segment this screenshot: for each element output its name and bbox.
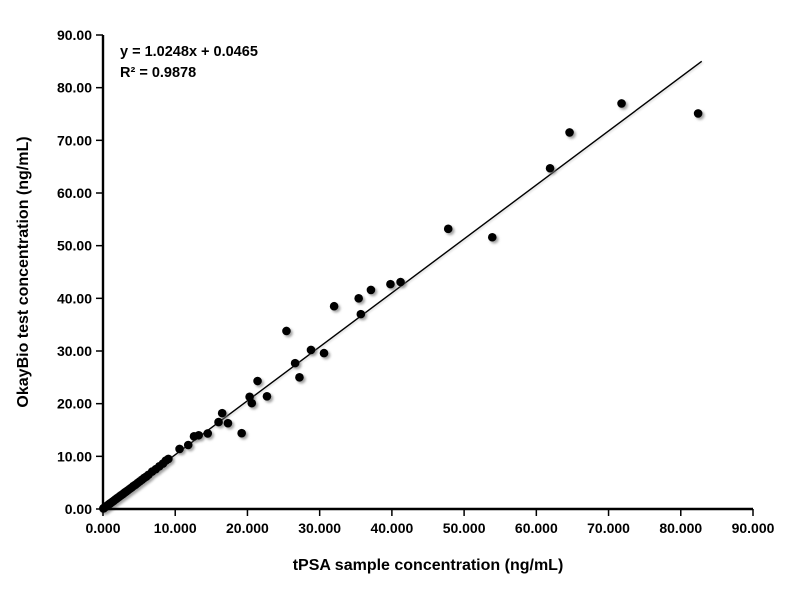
x-tick-label: 50.000 xyxy=(443,520,486,536)
x-tick-label: 60.000 xyxy=(515,520,558,536)
x-axis-title: tPSA sample concentration (ng/mL) xyxy=(293,557,564,574)
scatter-point xyxy=(175,444,184,454)
scatter-point xyxy=(282,326,291,336)
trendline-equation: y = 1.0248x + 0.0465 xyxy=(120,44,258,60)
y-tick-label: 10.00 xyxy=(57,448,92,464)
x-tick-label: 40.000 xyxy=(370,520,413,536)
scatter-point xyxy=(214,417,223,427)
data-points xyxy=(99,99,703,513)
y-tick-label: 40.00 xyxy=(57,290,92,306)
scatter-point xyxy=(290,358,300,368)
axes xyxy=(96,34,754,516)
x-tick-label: 10.000 xyxy=(154,520,197,536)
scatter-point xyxy=(487,232,497,242)
scatter-point xyxy=(306,345,316,355)
scatter-point xyxy=(356,309,366,319)
scatter-point xyxy=(237,428,246,438)
scatter-point xyxy=(319,348,329,358)
scatter-point xyxy=(545,163,555,173)
scatter-point xyxy=(295,373,304,382)
x-tick-label: 90.000 xyxy=(732,520,775,536)
scatter-point xyxy=(217,408,227,418)
y-tick-label: 20.00 xyxy=(57,396,92,412)
x-tick-label: 80.000 xyxy=(659,520,702,536)
scatter-point xyxy=(354,294,363,303)
scatter-point xyxy=(183,440,193,450)
scatter-point xyxy=(565,128,574,137)
tick-labels: 0.000 10.000 20.000 30.000 40.000 50.000 60.00… xyxy=(57,27,775,536)
x-tick-label: 20.000 xyxy=(226,520,269,536)
x-tick-label: 70.000 xyxy=(587,520,630,536)
scatter-point xyxy=(203,429,213,438)
scatter-point xyxy=(396,277,405,287)
scatter-point xyxy=(386,279,395,289)
scatter-point xyxy=(366,285,376,295)
scatter-point xyxy=(693,109,703,118)
y-tick-label: 50.00 xyxy=(57,238,92,254)
scatter-point xyxy=(329,301,339,311)
scatter-point xyxy=(164,454,173,464)
y-axis-title: OkayBio test concentration (ng/mL) xyxy=(15,136,32,407)
scatter-point xyxy=(253,376,262,386)
scatter-point xyxy=(223,418,233,428)
x-tick-label: 30.000 xyxy=(298,520,341,536)
y-tick-label: 80.00 xyxy=(57,80,92,96)
scatter-point xyxy=(194,430,203,440)
y-tick-label: 30.00 xyxy=(57,343,92,359)
x-tick-label: 0.000 xyxy=(85,520,120,536)
y-tick-label: 70.00 xyxy=(57,132,92,148)
r-squared-label: R² = 0.9878 xyxy=(120,65,196,81)
scatter-point xyxy=(262,391,272,401)
scatter-point xyxy=(617,99,626,108)
scatter-point xyxy=(247,398,257,408)
y-tick-label: 90.00 xyxy=(57,27,92,43)
y-tick-label: 60.00 xyxy=(57,185,92,201)
scatter-point xyxy=(443,224,453,234)
y-tick-label: 0.00 xyxy=(65,501,92,517)
